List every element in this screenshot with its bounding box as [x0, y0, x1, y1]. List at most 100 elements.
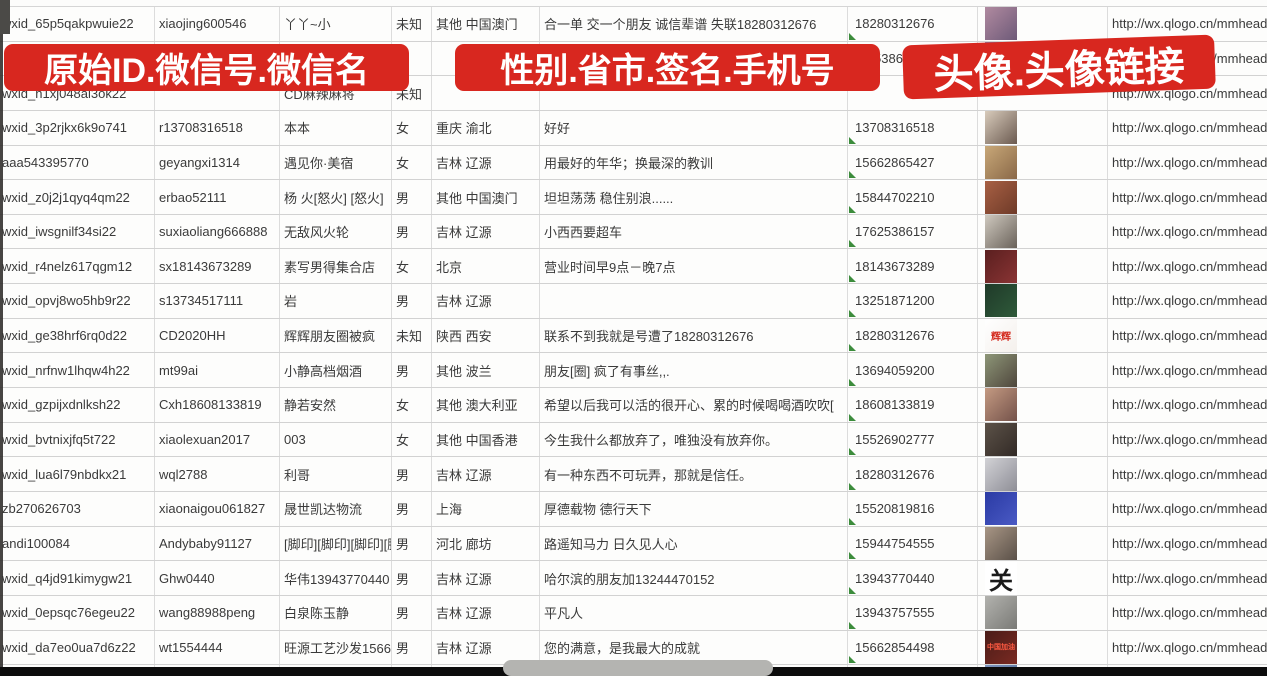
cell-phone[interactable]: 18280312676 [848, 457, 978, 491]
cell-original-id[interactable]: andi100084 [0, 526, 155, 561]
cell-phone[interactable]: 13251871200 [848, 284, 978, 318]
cell-avatar-link[interactable]: http://wx.qlogo.cn/mmhead [1112, 16, 1267, 32]
cell-phone[interactable]: 13694059200 [848, 353, 978, 388]
cell-avatar[interactable] [978, 491, 1108, 526]
cell-phone[interactable]: 18608133819 [848, 388, 978, 422]
cell-phone[interactable]: 13943770440 [848, 561, 978, 595]
cell-phone[interactable]: 18143673289 [848, 249, 978, 284]
cell-signature[interactable]: 您的满意，是我最大的成就 [540, 630, 848, 665]
cell-original-id[interactable]: wxid_r4nelz617qgm12 [0, 249, 155, 284]
avatar-dark-green-text-graphic[interactable] [985, 284, 1017, 318]
avatar-dark-haired-woman-photo[interactable] [985, 423, 1017, 456]
avatar-building-people-photo[interactable] [985, 526, 1017, 560]
cell-gender[interactable]: 未知 [392, 318, 432, 353]
cell-original-id[interactable]: wxid_gzpijxdnlksh22 [0, 388, 155, 422]
cell-weixin-id[interactable]: erbao52111 [155, 180, 280, 214]
avatar-white-red-text-graphic[interactable]: 辉辉 [985, 319, 1017, 353]
cell-gender[interactable]: 男 [392, 491, 432, 526]
cell-original-id[interactable]: wxid_nrfnw1lhqw4h22 [0, 353, 155, 388]
cell-phone[interactable]: 13943757555 [848, 595, 978, 630]
cell-original-id[interactable]: wxid_bvtnixjfq5t722 [0, 422, 155, 457]
avatar-tan-flowers-photo[interactable] [985, 145, 1017, 179]
cell-phone[interactable]: 18280312676 [848, 7, 978, 41]
avatar-dark-red-text-graphic[interactable] [985, 249, 1017, 283]
cell-signature[interactable]: 合一单 交一个朋友 诚信辈谱 失联18280312676 [540, 7, 848, 41]
cell-phone[interactable]: 15944754555 [848, 526, 978, 561]
avatar-man-light-photo[interactable] [985, 457, 1017, 491]
cell-original-id[interactable]: wxid_opvj8wo5hb9r22 [0, 284, 155, 318]
cell-signature[interactable]: 希望以后我可以活的很开心、累的时候喝喝酒吹吹[ [540, 388, 848, 422]
cell-signature[interactable]: 今生我什么都放弃了，唯独没有放弃你。 [540, 422, 848, 457]
cell-phone[interactable]: 13708316518 [848, 110, 978, 145]
cell-avatar-link[interactable]: http://wx.qlogo.cn/mmhead [1112, 154, 1267, 170]
cell-avatar-link[interactable]: http://wx.qlogo.cn/mmhead [1112, 397, 1267, 413]
cell-original-id[interactable]: wxid_65p5qakpwuie22 [0, 7, 155, 41]
cell-weixin-id[interactable]: suxiaoliang666888 [155, 214, 280, 249]
avatar-gray-person-photo[interactable] [985, 596, 1017, 630]
cell-gender[interactable]: 女 [392, 388, 432, 422]
cell-province-city[interactable]: 其他 中国澳门 [432, 180, 540, 214]
cell-gender[interactable]: 男 [392, 214, 432, 249]
cell-signature[interactable]: 好好 [540, 110, 848, 145]
cell-province-city[interactable]: 吉林 辽源 [432, 561, 540, 595]
cell-gender[interactable]: 未知 [392, 7, 432, 41]
cell-signature[interactable]: 小西西要超车 [540, 214, 848, 249]
cell-avatar-link[interactable]: http://wx.qlogo.cn/mmhead [1112, 535, 1267, 551]
cell-gender[interactable]: 女 [392, 249, 432, 284]
cell-province-city[interactable]: 吉林 辽源 [432, 214, 540, 249]
cell-gender[interactable]: 男 [392, 353, 432, 388]
cell-weixin-name[interactable]: 华伟13943770440 [280, 561, 392, 595]
avatar-woman-sunglasses-photo[interactable] [985, 353, 1017, 387]
cell-avatar[interactable] [978, 526, 1108, 561]
avatar-black-calligraphy-on-white[interactable]: 关 [985, 561, 1017, 595]
cell-avatar-link[interactable]: http://wx.qlogo.cn/mmhead [1112, 466, 1267, 482]
cell-avatar-link[interactable]: http://wx.qlogo.cn/mmhead [1112, 362, 1267, 378]
cell-signature[interactable]: 路遥知马力 日久见人心 [540, 526, 848, 561]
cell-gender[interactable]: 女 [392, 145, 432, 180]
cell-province-city[interactable]: 吉林 辽源 [432, 145, 540, 180]
cell-weixin-id[interactable]: xiaonaigou061827 [155, 491, 280, 526]
cell-phone[interactable]: 15662865427 [848, 145, 978, 180]
cell-signature[interactable]: 有一种东西不可玩弄，那就是信任。 [540, 457, 848, 491]
cell-weixin-id[interactable]: xiaojing600546 [155, 7, 280, 41]
cell-signature[interactable]: 营业时间早9点－晚7点 [540, 249, 848, 284]
cell-weixin-id[interactable]: geyangxi1314 [155, 145, 280, 180]
cell-weixin-name[interactable]: [脚印][脚印][脚印][脚 [280, 526, 392, 561]
cell-signature[interactable]: 联系不到我就是号遭了18280312676 [540, 318, 848, 353]
cell-signature[interactable] [540, 284, 848, 318]
cell-weixin-name[interactable]: 无敌风火轮 [280, 214, 392, 249]
cell-weixin-name[interactable]: 003 [280, 422, 392, 457]
cell-signature[interactable]: 平凡人 [540, 595, 848, 630]
cell-avatar[interactable] [978, 388, 1108, 422]
cell-province-city[interactable]: 其他 中国香港 [432, 422, 540, 457]
cell-weixin-name[interactable]: 旺源工艺沙发15662854 [280, 630, 392, 665]
cell-weixin-id[interactable]: mt99ai [155, 353, 280, 388]
cell-signature[interactable] [540, 76, 848, 110]
cell-province-city[interactable]: 陕西 西安 [432, 318, 540, 353]
cell-province-city[interactable]: 重庆 渝北 [432, 110, 540, 145]
cell-gender[interactable]: 男 [392, 457, 432, 491]
cell-province-city[interactable]: 其他 澳大利亚 [432, 388, 540, 422]
cell-weixin-id[interactable]: xiaolexuan2017 [155, 422, 280, 457]
avatar-blue-qr-code-graphic[interactable] [985, 492, 1017, 526]
cell-avatar-link[interactable]: http://wx.qlogo.cn/mmhead [1112, 639, 1267, 655]
cell-avatar[interactable] [978, 422, 1108, 457]
cell-avatar-link[interactable]: http://wx.qlogo.cn/mmhead [1112, 258, 1267, 274]
cell-avatar[interactable] [978, 457, 1108, 491]
cell-weixin-name[interactable]: 白泉陈玉静 [280, 595, 392, 630]
avatar-colorful-figures-photo[interactable] [985, 180, 1017, 214]
cell-province-city[interactable]: 吉林 辽源 [432, 595, 540, 630]
cell-weixin-name[interactable]: 辉辉朋友圈被疯 [280, 318, 392, 353]
cell-avatar-link[interactable]: http://wx.qlogo.cn/mmhead [1112, 293, 1267, 309]
cell-gender[interactable]: 男 [392, 180, 432, 214]
cell-gender[interactable]: 男 [392, 284, 432, 318]
cell-weixin-id[interactable]: wang88988peng [155, 595, 280, 630]
cell-original-id[interactable]: aaa543395770 [0, 145, 155, 180]
cell-weixin-name[interactable]: 素写男得集合店 [280, 249, 392, 284]
cell-phone[interactable]: 18280312676 [848, 318, 978, 353]
cell-original-id[interactable]: wxid_0epsqc76egeu22 [0, 595, 155, 630]
cell-weixin-id[interactable]: sx18143673289 [155, 249, 280, 284]
cell-avatar[interactable] [978, 595, 1108, 630]
cell-gender[interactable]: 男 [392, 561, 432, 595]
cell-original-id[interactable]: wxid_z0j2j1qyq4qm22 [0, 180, 155, 214]
